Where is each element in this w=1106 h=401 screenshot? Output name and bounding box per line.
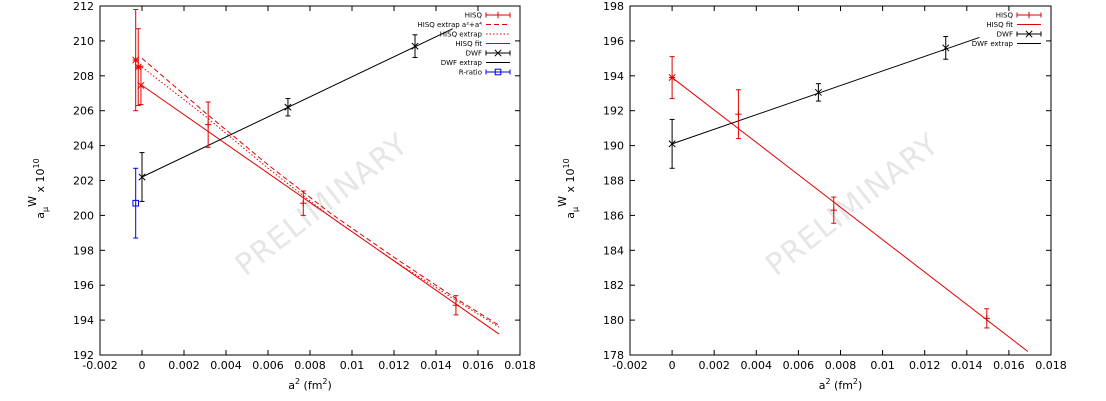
- y-tick-label: 186: [603, 209, 624, 222]
- data-point: [411, 42, 419, 50]
- y-tick-label: 206: [73, 105, 94, 118]
- y-tick-label: 184: [603, 244, 624, 257]
- x-tick-label: 0.002: [698, 359, 730, 372]
- x-tick-label: 0.016: [993, 359, 1025, 372]
- y-tick-label: 180: [603, 314, 624, 327]
- left-chart-panel: PRELIMINARY -0.002 0 0.002 0.004 0.006 0.008 0.…: [26, 0, 536, 392]
- fit-line: [141, 57, 500, 326]
- y-tick-label: 194: [603, 70, 624, 83]
- legend-label: DWF extrap: [441, 59, 483, 67]
- y-tick-label: 194: [73, 314, 94, 327]
- fit-line: [671, 36, 980, 145]
- x-axis-title: a2 (fm2): [819, 377, 863, 392]
- data-point: [132, 199, 139, 207]
- data-point: [300, 199, 307, 207]
- y-tick-label: 202: [73, 175, 94, 188]
- legend-marker: [494, 49, 502, 57]
- fit-line: [671, 77, 1029, 352]
- legend-marker: [494, 68, 502, 76]
- y-tick-label: 204: [73, 140, 94, 153]
- y-axis-title: aμW x 1010: [556, 158, 580, 218]
- right-chart-panel: PRELIMINARY -0.002 0 0.002 0.004 0.006 0.008 0.…: [556, 0, 1067, 392]
- data-point: [204, 121, 212, 128]
- y-tick-label: 182: [603, 279, 624, 292]
- plot-area: [132, 8, 500, 335]
- data-point: [668, 73, 676, 82]
- x-tick-label: 0: [139, 359, 146, 372]
- data-point: [452, 302, 460, 309]
- y-tick-label: 196: [73, 279, 94, 292]
- x-tick-label: -0.002: [82, 359, 117, 372]
- legend-label: DWF: [997, 31, 1013, 39]
- x-tick-label: -0.002: [612, 359, 647, 372]
- legend-label: HISQ extrap a²+a⁴: [418, 21, 483, 29]
- y-tick-label: 178: [603, 349, 624, 362]
- fit-line: [141, 66, 500, 328]
- x-tick-label: 0.006: [783, 359, 815, 372]
- y-tick-label: 190: [603, 140, 624, 153]
- y-tick-label: 198: [603, 0, 624, 13]
- data-point: [814, 88, 822, 96]
- y-tick-label: 198: [73, 244, 94, 257]
- y-tick-label: 212: [73, 0, 94, 13]
- y-tick-label: 192: [603, 105, 624, 118]
- data-point: [735, 110, 742, 118]
- legend-label: HISQ: [996, 12, 1014, 20]
- x-tick-label: 0.008: [294, 359, 326, 372]
- y-tick-label: 188: [603, 175, 624, 188]
- y-tick-label: 192: [73, 349, 94, 362]
- x-tick-label: 0.018: [1035, 359, 1067, 372]
- x-tick-label: 0.01: [870, 359, 895, 372]
- x-tick-label: 0.014: [420, 359, 452, 372]
- data-point: [134, 63, 142, 71]
- legend-label: R-ratio: [459, 69, 482, 77]
- x-tick-label: 0.004: [210, 359, 242, 372]
- x-tick-label: 0.012: [909, 359, 941, 372]
- x-tick-label: 0.004: [741, 359, 773, 372]
- data-point: [137, 81, 145, 89]
- x-tick-label: 0.006: [252, 359, 284, 372]
- x-tick-label: 0.012: [378, 359, 410, 372]
- fit-line: [141, 84, 500, 335]
- legend-label: HISQ extrap: [440, 31, 483, 39]
- x-axis-title: a2 (fm2): [288, 377, 332, 392]
- x-tick-label: 0.018: [504, 359, 536, 372]
- data-point: [138, 173, 146, 181]
- data-point: [983, 315, 990, 322]
- y-tick-label: 196: [603, 35, 624, 48]
- data-point: [830, 206, 837, 214]
- data-point: [668, 140, 676, 148]
- x-tick-label: 0.01: [340, 359, 365, 372]
- y-tick-label: 200: [73, 209, 94, 222]
- x-tick-label: 0.002: [168, 359, 200, 372]
- watermark-text: PRELIMINARY: [229, 127, 416, 284]
- legend-marker: [1025, 11, 1033, 19]
- plot-area: [668, 36, 1029, 352]
- legend-label: DWF: [466, 50, 482, 58]
- y-axis-title: aμW x 1010: [26, 158, 50, 218]
- watermark-text: PRELIMINARY: [759, 127, 946, 284]
- legend-label: HISQ fit: [455, 40, 482, 48]
- fit-line: [141, 28, 454, 178]
- data-point: [942, 44, 950, 52]
- data-point: [284, 103, 292, 111]
- legend-label: HISQ fit: [986, 21, 1013, 29]
- legend-marker: [1025, 30, 1033, 38]
- legend-label: DWF extrap: [972, 40, 1014, 48]
- y-tick-label: 210: [73, 35, 94, 48]
- x-tick-label: 0.008: [825, 359, 857, 372]
- x-tick-label: 0: [669, 359, 676, 372]
- x-tick-label: 0.014: [951, 359, 983, 372]
- plot-frame: [629, 5, 1052, 356]
- y-tick-label: 208: [73, 70, 94, 83]
- x-tick-label: 0.016: [462, 359, 494, 372]
- legend-label: HISQ: [465, 12, 483, 20]
- legend-marker: [494, 11, 502, 19]
